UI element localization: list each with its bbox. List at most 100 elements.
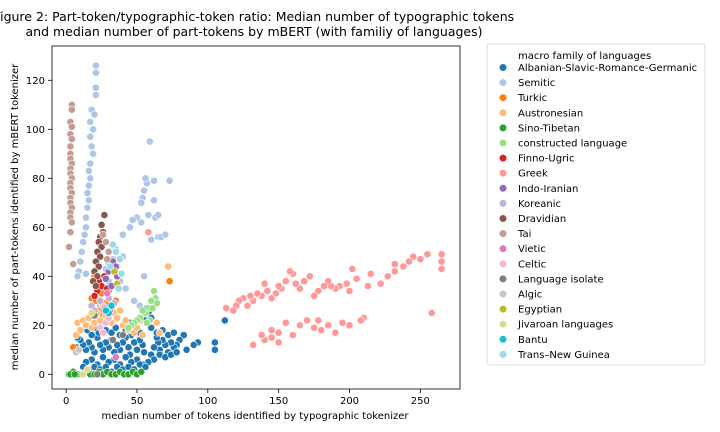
- data-point: [67, 105, 76, 114]
- legend-label: Egyptian: [518, 305, 562, 316]
- data-point: [126, 223, 134, 232]
- y-axis-label: median number of part-tokens identified …: [10, 63, 21, 370]
- data-point: [141, 174, 150, 183]
- data-point: [97, 242, 106, 251]
- data-point: [103, 289, 112, 298]
- series-group: [72, 345, 83, 357]
- legend-label: Koreanic: [518, 199, 561, 210]
- data-point: [116, 306, 124, 315]
- data-point: [342, 279, 351, 288]
- series-group: [79, 309, 96, 379]
- legend-marker: [498, 138, 508, 148]
- data-point: [154, 211, 163, 219]
- data-point: [69, 260, 78, 268]
- legend-marker: [498, 123, 508, 132]
- data-point: [364, 282, 372, 290]
- data-point: [128, 216, 137, 224]
- data-point: [100, 211, 109, 219]
- data-point: [143, 318, 151, 327]
- data-point: [324, 277, 333, 286]
- data-point: [409, 252, 418, 261]
- data-point: [211, 338, 219, 347]
- data-point: [150, 287, 158, 295]
- legend-label: Celtic: [518, 259, 546, 270]
- data-point: [150, 343, 158, 352]
- data-point: [427, 309, 436, 317]
- data-point: [331, 328, 340, 337]
- legend-label: Indo-Iranian: [518, 184, 578, 195]
- legend-marker: [498, 259, 508, 268]
- legend-marker: [498, 169, 508, 178]
- data-point: [179, 331, 188, 339]
- data-point: [150, 196, 158, 205]
- data-point: [118, 230, 127, 239]
- legend-marker: [498, 229, 508, 238]
- data-point: [92, 69, 100, 77]
- data-point: [111, 353, 120, 362]
- data-point: [92, 61, 100, 70]
- data-point: [390, 260, 399, 268]
- legend-label: Language isolate: [518, 274, 604, 285]
- data-point: [101, 306, 110, 315]
- data-point: [144, 228, 153, 237]
- data-point: [138, 331, 147, 339]
- series-group: [124, 287, 161, 332]
- data-point: [72, 331, 80, 339]
- legend-label: Bantu: [518, 335, 548, 346]
- data-point: [116, 255, 124, 264]
- data-point: [320, 282, 328, 290]
- data-point: [338, 318, 347, 327]
- data-point: [296, 284, 304, 293]
- data-point: [92, 83, 100, 92]
- legend-marker: [498, 63, 508, 72]
- data-point: [93, 272, 102, 281]
- series-group: [101, 301, 116, 317]
- data-point: [141, 363, 150, 371]
- data-point: [79, 238, 88, 246]
- legend: macro family of languages Albanian-Slavi…: [486, 43, 706, 366]
- data-point: [229, 306, 238, 315]
- data-point: [274, 328, 283, 337]
- data-point: [137, 367, 146, 376]
- y-tick-label: 100: [26, 125, 45, 136]
- data-point: [103, 255, 112, 264]
- data-point: [96, 296, 105, 305]
- data-point: [281, 277, 290, 286]
- chart-title-line-1: Figure 2: Part-token/typographic-token r…: [0, 9, 514, 24]
- legend-marker: [498, 274, 508, 284]
- legend-items: Albanian-Slavic-Romance-Germanic Semitic T…: [498, 63, 697, 361]
- chart-title-line-2: and median number of part-tokens by mBER…: [25, 24, 482, 39]
- data-point: [87, 142, 96, 151]
- legend-label: Vietic: [518, 244, 546, 255]
- series-group: [65, 100, 113, 268]
- data-point: [243, 301, 252, 310]
- data-point: [222, 304, 231, 313]
- data-point: [67, 135, 76, 143]
- data-point: [66, 228, 75, 237]
- data-point: [274, 338, 283, 347]
- y-tick-label: 120: [26, 76, 45, 87]
- legend-label: Trans–New Guinea: [517, 350, 610, 361]
- y-axis-ticks: 0 20 40 60 80 100 120: [26, 76, 52, 381]
- data-point: [286, 267, 294, 276]
- x-tick-label: 200: [340, 396, 359, 407]
- legend-marker: [498, 154, 508, 163]
- data-point: [111, 323, 120, 332]
- data-point: [211, 345, 219, 354]
- data-point: [94, 262, 103, 271]
- data-point: [263, 287, 272, 295]
- data-point: [113, 314, 122, 322]
- data-point: [82, 223, 90, 232]
- data-point: [66, 142, 75, 151]
- data-point: [133, 345, 141, 354]
- data-point: [165, 176, 174, 185]
- legend-marker: [498, 108, 508, 117]
- data-point: [182, 345, 191, 354]
- data-point: [399, 262, 408, 271]
- data-point: [73, 272, 82, 281]
- y-tick-label: 60: [32, 223, 45, 234]
- x-axis-label: median number of tokens identified by ty…: [101, 411, 409, 422]
- legend-marker: [498, 305, 508, 314]
- data-point: [150, 176, 158, 185]
- data-point: [96, 252, 105, 261]
